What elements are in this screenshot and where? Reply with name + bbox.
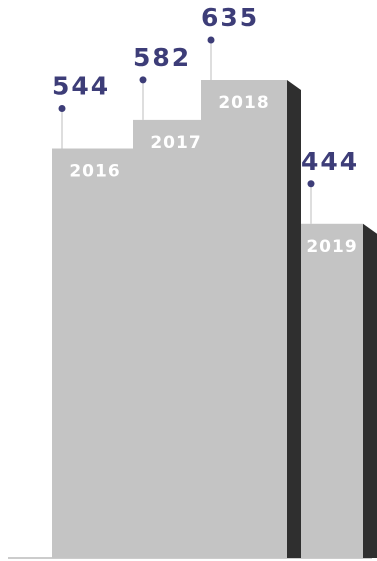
bar-2019: [301, 223, 363, 559]
category-label-2019: 2019: [306, 237, 357, 257]
bar-side-2018: [287, 80, 301, 558]
bar-side-2019: [363, 223, 377, 559]
value-label-2018: 635: [201, 3, 259, 32]
marker-dot-2019: [307, 180, 315, 188]
value-label-2017: 582: [133, 43, 191, 72]
value-label-2019: 444: [301, 147, 359, 176]
bar-2016: [52, 148, 138, 558]
marker-dot-2018: [207, 36, 215, 44]
category-label-2017: 2017: [150, 133, 201, 153]
marker-dot-2017: [139, 76, 147, 84]
marker-dot-2016: [58, 105, 66, 113]
bar-2018: [201, 80, 287, 558]
bars-group: 2016 544 2017 582 2018 635 2019 444: [52, 3, 377, 559]
value-label-2016: 544: [52, 72, 110, 101]
category-label-2016: 2016: [69, 162, 120, 182]
category-label-2018: 2018: [218, 93, 269, 113]
